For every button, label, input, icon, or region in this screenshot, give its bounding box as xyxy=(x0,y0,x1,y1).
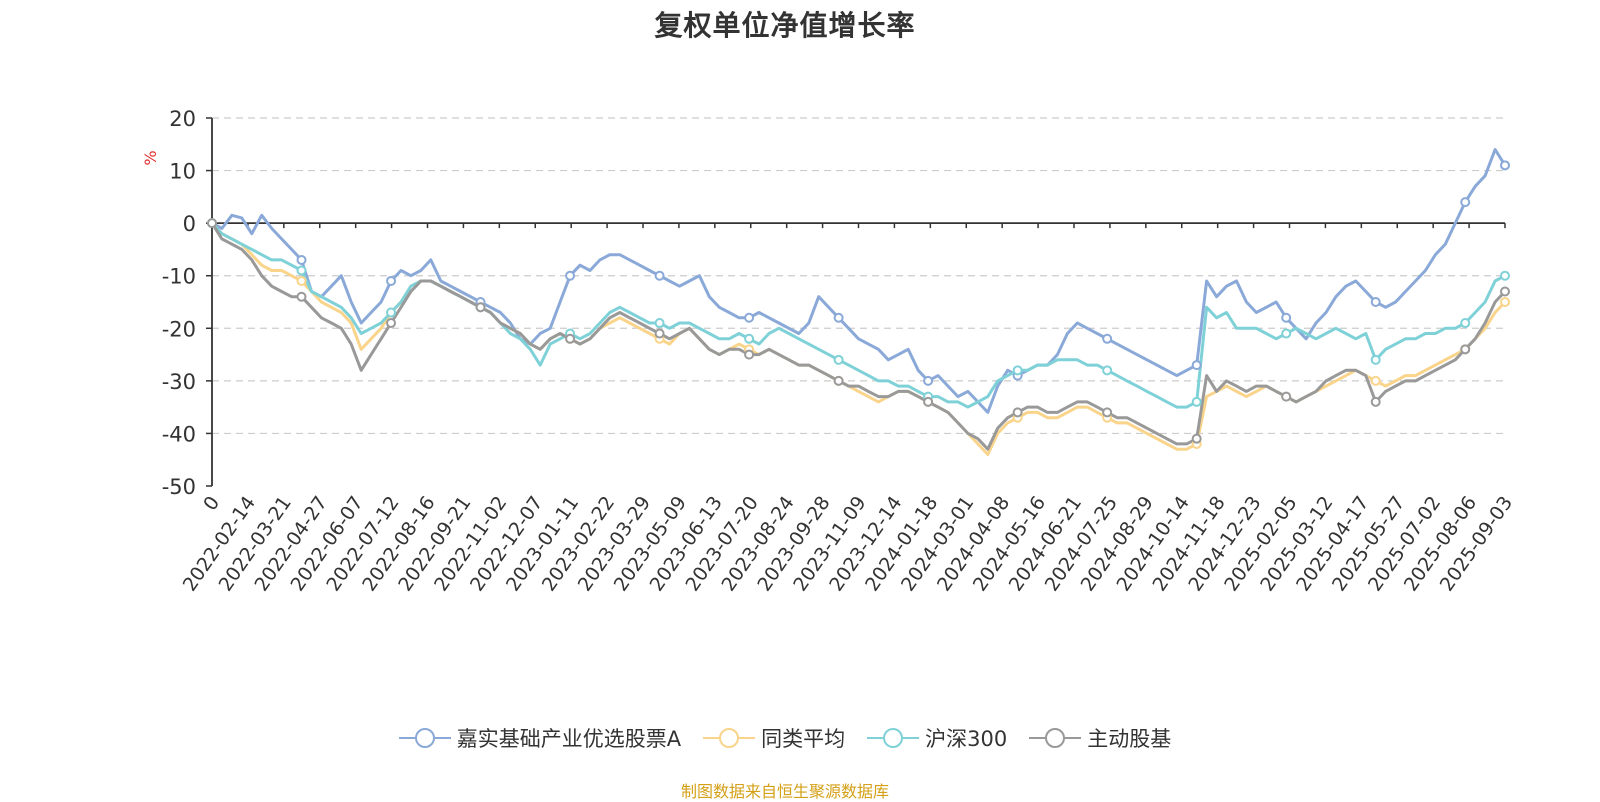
legend-label: 嘉实基础产业优选股票A xyxy=(456,727,682,751)
legend-swatch-icon xyxy=(703,728,756,748)
series-markers xyxy=(207,160,1510,449)
series-marker-0 xyxy=(1460,197,1471,208)
series-marker-2 xyxy=(1460,318,1471,329)
y-tick-label: -20 xyxy=(162,317,196,341)
y-tick-label: -40 xyxy=(162,422,196,446)
y-tick-label: -50 xyxy=(162,475,196,499)
series-marker-2 xyxy=(1102,365,1113,376)
series-marker-0 xyxy=(654,270,665,281)
legend-item[interactable]: 同类平均 xyxy=(703,723,845,753)
series-marker-0 xyxy=(1281,312,1292,323)
legend-item[interactable]: 主动股基 xyxy=(1029,723,1171,753)
series-marker-1 xyxy=(296,275,307,286)
y-tick-label: 20 xyxy=(169,107,196,131)
legend-label: 主动股基 xyxy=(1087,727,1172,751)
chart-legend: 嘉实基础产业优选股票A 同类平均 沪深300 主动股基 xyxy=(0,723,1570,753)
series-marker-2 xyxy=(1500,270,1510,281)
series-marker-3 xyxy=(833,375,844,386)
series-lines xyxy=(210,148,1507,456)
legend-swatch-icon xyxy=(398,728,451,748)
series-marker-0 xyxy=(1102,333,1113,344)
legend-item[interactable]: 嘉实基础产业优选股票A xyxy=(398,723,682,753)
series-marker-0 xyxy=(565,270,576,281)
series-marker-0 xyxy=(296,254,307,265)
series-marker-2 xyxy=(1281,328,1292,339)
series-marker-3 xyxy=(1460,344,1471,355)
series-marker-2 xyxy=(1370,354,1381,365)
y-tick-label: 0 xyxy=(183,212,196,236)
series-line-2 xyxy=(210,222,1506,409)
series-marker-3 xyxy=(1370,396,1381,407)
series-marker-2 xyxy=(386,307,397,318)
series-marker-3 xyxy=(296,291,307,302)
series-marker-0 xyxy=(1370,297,1381,307)
series-marker-3 xyxy=(1281,391,1292,402)
series-marker-2 xyxy=(833,354,844,365)
y-tick-label: -30 xyxy=(162,370,196,394)
series-marker-3 xyxy=(475,302,486,313)
series-marker-0 xyxy=(1500,160,1510,171)
series-marker-3 xyxy=(207,218,217,229)
legend-label: 沪深300 xyxy=(925,727,1008,751)
series-marker-0 xyxy=(833,312,844,323)
series-marker-2 xyxy=(1191,396,1202,407)
series-marker-3 xyxy=(923,396,934,407)
series-marker-3 xyxy=(1102,407,1113,418)
y-axis-label: % xyxy=(141,150,160,165)
y-tick-label: 10 xyxy=(169,160,196,184)
series-marker-2 xyxy=(1012,365,1023,376)
chart-title: 复权单位净值增长率 xyxy=(654,9,916,42)
series-marker-3 xyxy=(744,349,755,360)
legend-label: 同类平均 xyxy=(761,727,846,751)
legend-item[interactable]: 沪深300 xyxy=(867,723,1007,753)
series-marker-2 xyxy=(744,333,755,344)
series-marker-0 xyxy=(744,312,755,323)
x-tick-label: 0 xyxy=(199,492,224,515)
series-marker-1 xyxy=(1370,375,1381,386)
series-marker-3 xyxy=(386,318,397,329)
source-note: 制图数据来自恒生聚源数据库 xyxy=(680,782,889,801)
legend-swatch-icon xyxy=(867,728,920,748)
series-marker-0 xyxy=(1191,360,1202,371)
series-marker-0 xyxy=(923,375,934,386)
series-marker-3 xyxy=(565,333,576,344)
series-marker-3 xyxy=(1500,286,1510,297)
series-line-0 xyxy=(211,148,1507,414)
series-marker-2 xyxy=(654,318,665,329)
tick-labels: 20100-10-20-30-40-50%02022-02-142022-03-… xyxy=(141,107,1517,595)
series-marker-3 xyxy=(1191,433,1202,444)
series-marker-3 xyxy=(654,328,665,339)
y-tick-label: -10 xyxy=(162,265,196,289)
series-marker-0 xyxy=(386,275,397,286)
series-marker-2 xyxy=(296,265,307,276)
series-marker-1 xyxy=(1500,297,1510,307)
legend-swatch-icon xyxy=(1029,728,1082,748)
series-marker-3 xyxy=(1012,407,1023,418)
